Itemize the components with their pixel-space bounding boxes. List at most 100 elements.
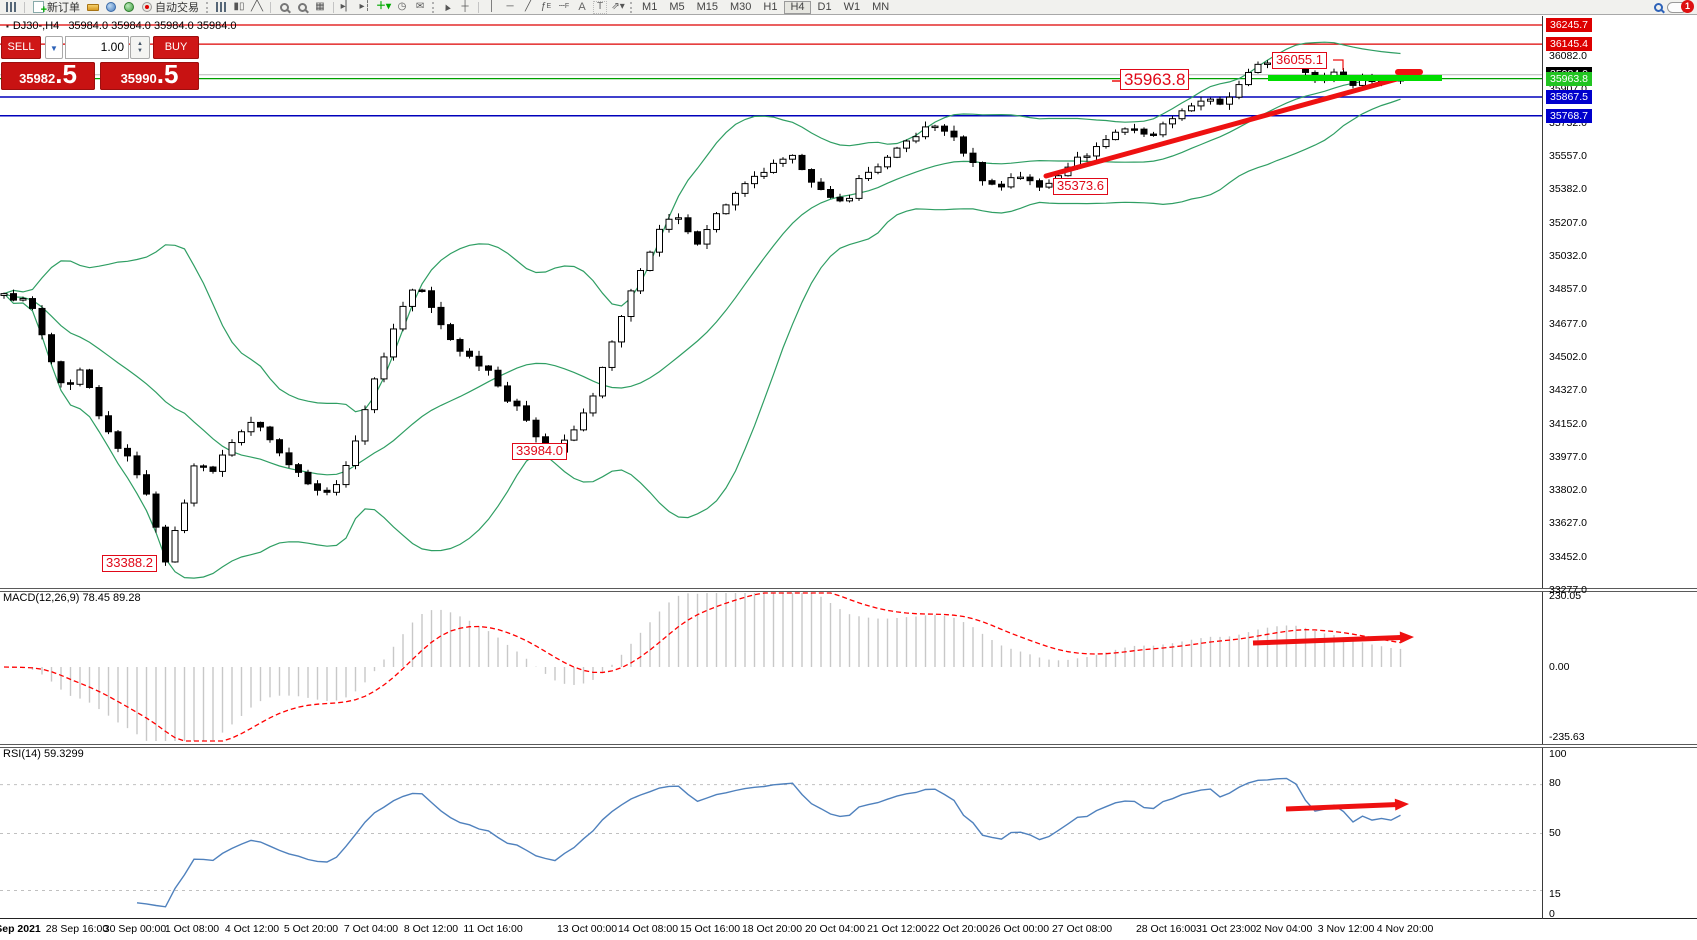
crosshair-icon[interactable]: ┼ — [461, 1, 469, 12]
timeframe-button-m30[interactable]: M30 — [730, 0, 752, 13]
timeframe-button-h4[interactable]: H4 — [784, 0, 811, 14]
text-tool-icon[interactable]: A — [578, 1, 586, 13]
candle-body — [1045, 182, 1053, 188]
toolbar-group-handle[interactable] — [432, 1, 435, 13]
new-chart-icon[interactable]: ＋▾ — [376, 1, 392, 12]
time-label-19: 31 Oct 23:00 — [1195, 923, 1257, 935]
candle-body — [884, 156, 891, 168]
macd-arrow-drawing-head[interactable] — [1399, 631, 1414, 644]
notification-balloon-icon[interactable]: 1 — [1667, 0, 1694, 13]
navigator-icon[interactable] — [104, 1, 118, 14]
price-annotation-33388.2[interactable]: 33388.2 — [102, 555, 157, 572]
candle-body — [950, 130, 958, 138]
volume-step-down-icon[interactable]: ▼ — [137, 47, 143, 54]
time-label-4: 4 Oct 12:00 — [224, 923, 280, 935]
timeframe-button-m15[interactable]: M15 — [696, 0, 718, 13]
market-watch-icon[interactable] — [86, 1, 100, 14]
search-icon[interactable] — [1651, 1, 1665, 14]
bollinger-lower-band — [3, 98, 1401, 579]
timeframe-button-w1[interactable]: W1 — [843, 0, 861, 13]
volume-dropdown-button[interactable]: ▼ — [45, 36, 63, 59]
autotrading-button[interactable]: 自动交易 — [138, 1, 203, 14]
timeframe-button-m1[interactable]: M1 — [642, 0, 658, 13]
candle-body — [276, 439, 283, 454]
signals-icon[interactable] — [122, 1, 136, 14]
rsi-pane-divider[interactable] — [0, 744, 1697, 748]
price-tick-33977.0: 33977.0 — [1549, 450, 1587, 463]
bid-price-display[interactable]: 35982 .5 — [1, 61, 95, 90]
price-annotation-36055.1[interactable]: 36055.1 — [1272, 52, 1327, 69]
new-order-label: 新订单 — [47, 2, 80, 14]
price-tick-33452.0: 33452.0 — [1549, 550, 1587, 563]
candle-body — [722, 204, 730, 215]
price-annotation-33984.0[interactable]: 33984.0 — [512, 443, 567, 460]
tile-windows-icon[interactable]: ▦ — [315, 1, 325, 12]
new-order-button[interactable]: 新订单 — [29, 1, 84, 16]
volume-input[interactable]: 1.00 — [65, 36, 129, 59]
candle-body — [1264, 62, 1271, 65]
rsi-line — [136, 777, 1401, 908]
price-annotation-35373.6[interactable]: 35373.6 — [1053, 178, 1108, 195]
bar-chart-mode-icon[interactable] — [214, 1, 228, 14]
macd-axis: 230.05 0.00 -235.63 — [1546, 16, 1697, 919]
time-label-11: 15 Oct 16:00 — [679, 923, 741, 935]
price-tick-35557.0: 35557.0 — [1549, 149, 1587, 162]
zoom-in-icon[interactable] — [277, 1, 291, 14]
zoom-out-icon[interactable] — [295, 1, 309, 14]
arrow-objects-icon[interactable]: ⇗▾ — [611, 1, 625, 12]
timeframe-button-d1[interactable]: D1 — [817, 0, 832, 13]
price-annotation-35963.8[interactable]: 35963.8 — [1120, 69, 1190, 91]
timeframe-button-h1[interactable]: H1 — [763, 0, 778, 13]
horizontal-line-tool-icon[interactable]: ─ — [506, 1, 514, 12]
candle-body — [836, 196, 844, 202]
chart-shift-icon[interactable]: ▸┆ — [359, 1, 371, 12]
toolbar-group-handle[interactable] — [206, 1, 209, 13]
candle-body — [466, 350, 473, 357]
candle-body — [808, 169, 815, 183]
label-tool-icon[interactable]: T — [593, 0, 608, 14]
candlestick-mode-icon[interactable]: ▮▯ — [233, 1, 245, 12]
trend-line-drawing[interactable] — [1043, 76, 1400, 179]
buy-button[interactable]: BUY — [153, 36, 199, 59]
trendline-tool-icon[interactable]: ╱ — [525, 1, 532, 12]
candle-body — [618, 316, 625, 343]
sell-button[interactable]: SELL — [1, 36, 41, 59]
rsi-arrow-drawing[interactable] — [1285, 801, 1400, 812]
top-toolbar: 新订单 自动交易 ▮▯ ╱╲ ▦ ▸▏ ▸┆ ＋▾ ◷ ✉ ▲ ┼ │ ─ ╱ … — [0, 0, 1697, 16]
candle-body — [798, 154, 806, 171]
volume-step-up-icon[interactable]: ▲ — [137, 40, 143, 47]
timeframe-button-mn[interactable]: MN — [872, 0, 890, 13]
ask-price-display[interactable]: 35990 .5 — [100, 61, 199, 90]
price-tick-33627.0: 33627.0 — [1549, 516, 1587, 529]
macd-pane-divider[interactable] — [0, 588, 1697, 592]
fibo-expansion-tool-icon[interactable]: ┄ F — [558, 1, 570, 12]
candle-body — [171, 530, 179, 563]
candle-body — [143, 474, 150, 495]
auto-scroll-icon[interactable]: ▸▏ — [340, 1, 354, 12]
vertical-line-tool-icon[interactable]: │ — [488, 1, 496, 12]
candle-body — [1007, 177, 1015, 188]
macd-arrow-drawing[interactable] — [1252, 634, 1405, 646]
candle-body — [1036, 180, 1043, 188]
candle-body — [200, 465, 207, 468]
chart-partial-icon[interactable] — [4, 1, 18, 14]
candle-body — [114, 431, 122, 449]
annotation-connector — [1333, 59, 1344, 70]
toolbar-group-handle[interactable] — [630, 1, 633, 13]
candle-body — [779, 158, 787, 164]
time-label-5: 5 Oct 20:00 — [283, 923, 339, 935]
clock-icon[interactable]: ◷ — [397, 1, 407, 12]
toolbar-separator — [24, 1, 25, 13]
price-axis[interactable]: 36082.035907.035732.035557.035382.035207… — [1546, 16, 1697, 919]
rsi-arrow-drawing-head[interactable] — [1394, 798, 1409, 811]
macd-signal-line — [3, 592, 1401, 742]
candle-body — [342, 464, 350, 486]
timeframe-button-m5[interactable]: M5 — [669, 0, 685, 13]
cursor-icon[interactable]: ▲ — [440, 0, 454, 14]
mail-icon[interactable]: ✉ — [415, 1, 425, 12]
volume-stepper[interactable]: ▲ ▼ — [130, 36, 150, 59]
line-chart-mode-icon[interactable]: ╱╲ — [250, 1, 264, 12]
